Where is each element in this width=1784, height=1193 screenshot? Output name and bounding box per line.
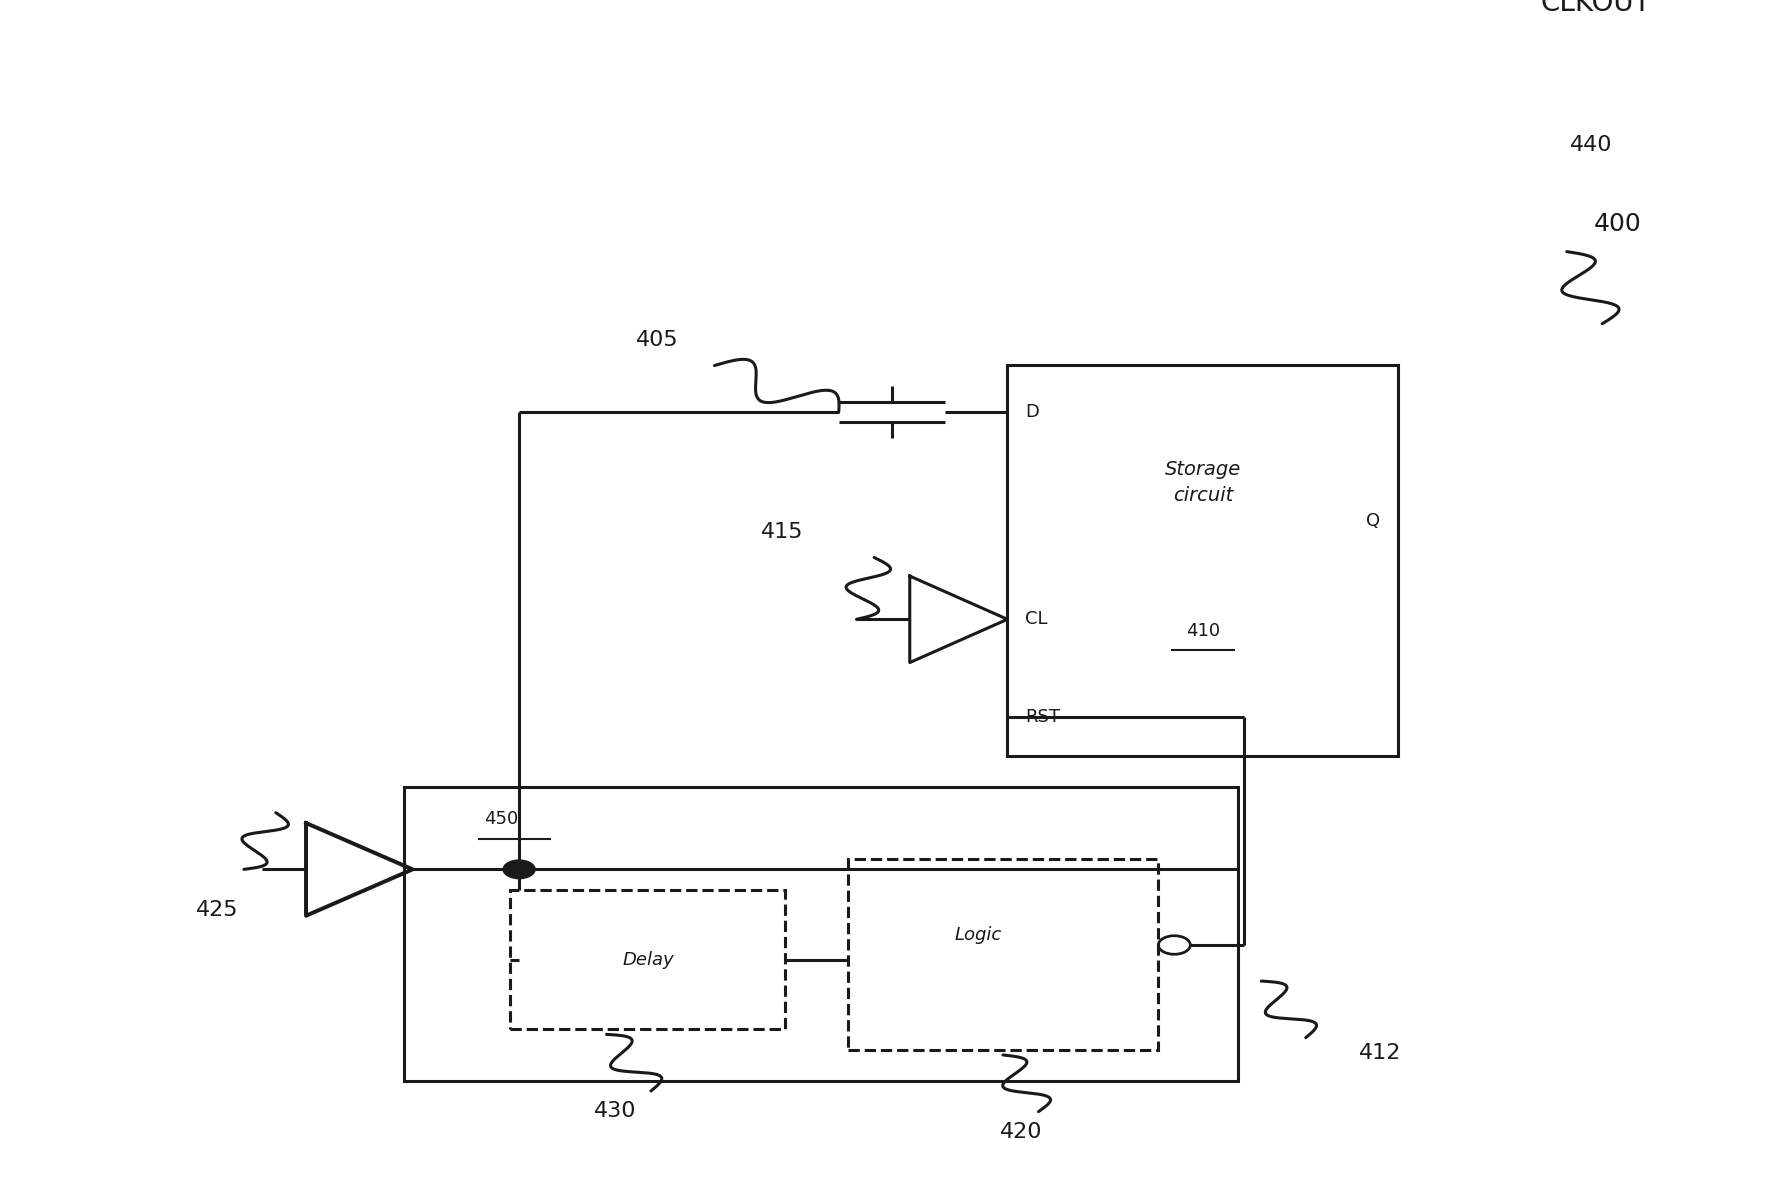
Bar	[847, 859, 1158, 1050]
Text: 415: 415	[760, 523, 803, 542]
Text: 420: 420	[999, 1121, 1042, 1142]
Text: RST: RST	[1026, 709, 1060, 727]
Text: 450: 450	[483, 810, 517, 828]
Text: CL: CL	[1026, 611, 1047, 629]
Text: Storage
circuit: Storage circuit	[1165, 459, 1242, 505]
Bar	[1008, 365, 1399, 756]
Bar	[403, 787, 1238, 1081]
Text: D: D	[1026, 403, 1038, 421]
Text: CLKOUT: CLKOUT	[1540, 0, 1650, 17]
Text: 425: 425	[196, 901, 239, 920]
Text: 440: 440	[1570, 135, 1613, 155]
Text: Q: Q	[1367, 513, 1381, 531]
Text: 410: 410	[1186, 622, 1220, 639]
Text: 405: 405	[637, 330, 680, 350]
Bar	[510, 890, 785, 1030]
Text: 412: 412	[1359, 1043, 1402, 1063]
Circle shape	[503, 860, 535, 878]
Text: Logic: Logic	[954, 927, 1003, 945]
Text: 400: 400	[1593, 212, 1641, 236]
Text: Delay: Delay	[623, 951, 674, 969]
Text: 430: 430	[594, 1101, 637, 1121]
